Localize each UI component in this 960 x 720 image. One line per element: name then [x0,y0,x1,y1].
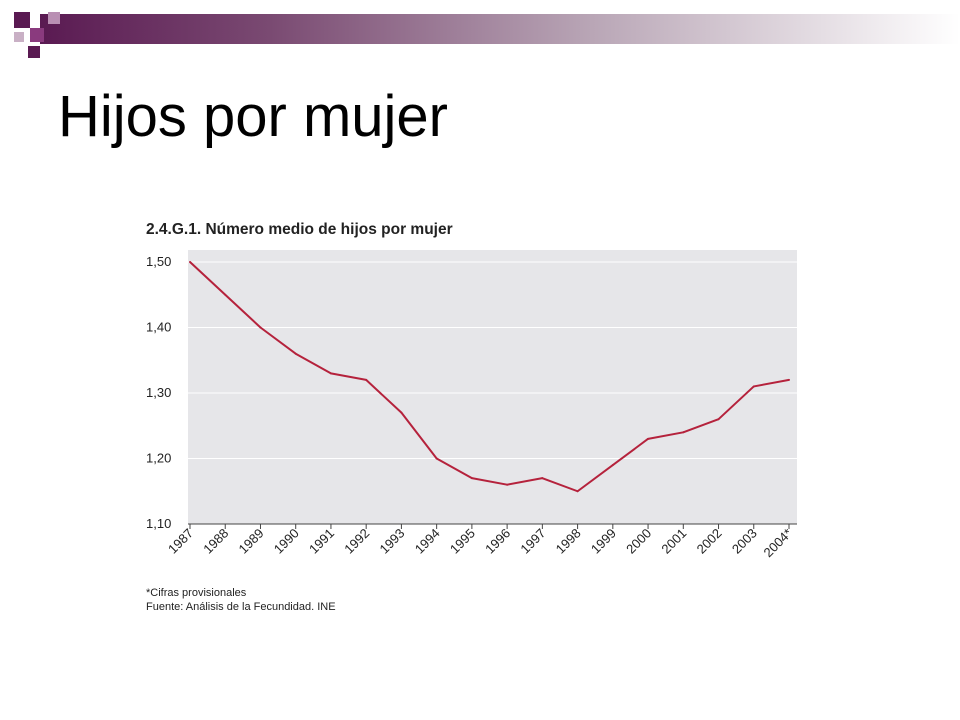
data-point [576,490,579,493]
data-point [224,293,227,296]
x-tick-label: 1990 [271,526,302,557]
x-tick-label: 1995 [447,526,478,557]
x-tick-label: 1994 [412,526,443,557]
x-tick-label: 1992 [341,526,372,557]
x-tick-label: 2001 [658,526,689,557]
x-tick-label: 2004* [760,526,795,561]
chart-note-provisional: *Cifras provisionales [146,587,247,599]
data-point [470,477,473,480]
y-tick-label: 1,40 [146,320,171,335]
data-point [752,385,755,388]
series-line [189,261,790,493]
header-gradient-bar [40,14,960,44]
decor-square-1 [14,12,30,28]
x-tick-label: 2000 [623,526,654,557]
x-tick-label: 1999 [588,526,619,557]
x-tick-label: 1991 [306,526,337,557]
x-axis-tick-marks [189,524,790,529]
y-tick-label: 1,10 [146,516,171,531]
x-tick-label: 1996 [482,526,513,557]
data-point [435,457,438,460]
chart-title: 2.4.G.1. Número medio de hijos por mujer [146,221,453,238]
data-point [189,261,191,263]
data-point [294,352,297,355]
data-point [682,431,685,434]
plot-background [188,250,797,524]
x-tick-label: 2003 [729,526,760,557]
decor-square-5 [28,46,40,58]
slide-title: Hijos por mujer [58,84,448,149]
data-point [717,418,720,421]
data-point [647,437,650,440]
x-tick-label: 2002 [694,526,725,557]
y-tick-label: 1,50 [146,254,171,269]
x-tick-label: 1998 [553,526,584,557]
decor-square-3 [48,12,60,24]
y-tick-label: 1,20 [146,451,171,466]
data-point [788,378,790,381]
data-point [611,464,614,467]
data-point [259,326,262,329]
data-point [506,483,509,486]
y-tick-label: 1,30 [146,385,171,400]
grid-lines [188,261,797,525]
data-point [541,477,544,480]
x-tick-label: 1993 [376,526,407,557]
y-axis-tick-labels: 1,50 1,40 1,30 1,20 1,10 [146,254,171,531]
decor-square-2 [30,28,44,42]
x-tick-label: 1989 [236,526,267,557]
decor-square-4 [14,32,24,42]
data-point [329,372,332,375]
data-points [189,261,790,493]
x-tick-label: 1997 [517,526,548,557]
data-point [365,378,368,381]
chart-note-source: Fuente: Análisis de la Fecundidad. INE [146,601,336,613]
x-tick-label: 1988 [200,526,231,557]
x-axis-tick-labels: 1987 1988 1989 1990 1991 1992 1993 1994 1995 1996… [165,526,795,561]
data-point [400,411,403,414]
